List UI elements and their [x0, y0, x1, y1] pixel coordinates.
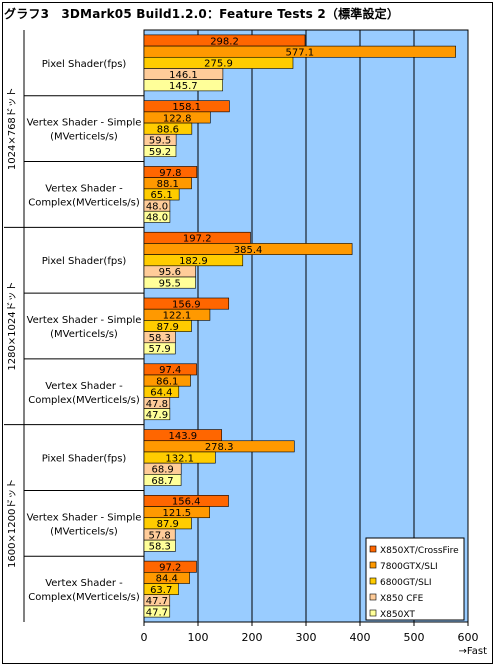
bar — [143, 605, 171, 618]
x-tick-label: 500 — [404, 631, 425, 644]
test-label: Vertex Shader - — [45, 578, 123, 589]
chart-frame — [2, 2, 493, 664]
x-tick-label: 600 — [458, 631, 479, 644]
data-label: 68.9 — [151, 465, 173, 476]
data-label: 64.4 — [150, 388, 172, 399]
data-label: 48.0 — [146, 213, 168, 224]
x-tick-label: 0 — [141, 631, 148, 644]
x-tick-label: 200 — [242, 631, 263, 644]
data-label: 95.5 — [159, 278, 181, 289]
test-label: Vertex Shader - — [45, 381, 123, 392]
test-label: (MVerticels/s) — [50, 329, 118, 340]
test-label: Complex(MVerticels/s) — [28, 395, 140, 406]
data-label: 182.9 — [179, 256, 208, 267]
x-tick-label: 300 — [296, 631, 317, 644]
resolution-label: 1280×1024ドット — [7, 281, 18, 370]
test-label: Complex(MVerticels/s) — [28, 197, 140, 208]
resolution-label: 1600×1200ドット — [7, 479, 18, 568]
data-label: 88.6 — [157, 124, 179, 135]
test-label: Pixel Shader(fps) — [42, 256, 127, 267]
data-label: 97.2 — [159, 563, 181, 574]
legend-swatch — [369, 561, 377, 569]
data-label: 278.3 — [205, 442, 234, 453]
data-label: 47.7 — [146, 607, 168, 618]
test-label: Complex(MVerticels/s) — [28, 592, 140, 603]
data-label: 86.1 — [156, 376, 178, 387]
data-label: 47.7 — [146, 596, 168, 607]
test-label: Vertex Shader - Simple — [27, 512, 142, 523]
bar — [143, 276, 196, 289]
data-label: 121.5 — [162, 508, 191, 519]
data-label: 87.9 — [157, 322, 179, 333]
legend-box — [365, 537, 465, 621]
data-label: 577.1 — [285, 47, 314, 58]
data-label: 275.9 — [204, 59, 233, 70]
legend-swatch — [369, 577, 377, 585]
data-label: 84.4 — [156, 574, 178, 585]
bar — [143, 79, 223, 92]
test-label: Vertex Shader - — [45, 183, 123, 194]
data-label: 47.9 — [146, 410, 168, 421]
bar — [143, 243, 353, 255]
data-label: 58.3 — [149, 333, 171, 344]
x-axis-unit-label: →Fast — [458, 646, 487, 657]
data-label: 63.7 — [150, 585, 172, 596]
data-label: 122.8 — [163, 113, 192, 124]
data-label: 57.8 — [148, 530, 170, 541]
data-label: 95.6 — [159, 267, 181, 278]
data-label: 156.4 — [172, 497, 201, 508]
bar — [143, 440, 295, 453]
data-label: 156.9 — [172, 299, 201, 310]
data-label: 298.2 — [210, 36, 239, 47]
test-label: Pixel Shader(fps) — [42, 454, 127, 465]
test-label: (MVerticels/s) — [50, 526, 118, 537]
test-label: (MVerticels/s) — [50, 132, 118, 143]
legend-swatch — [369, 593, 377, 601]
data-label: 132.1 — [165, 453, 194, 464]
legend-entry: 6800GT/SLI — [380, 578, 431, 588]
data-label: 48.0 — [146, 201, 168, 212]
data-label: 57.9 — [149, 344, 171, 355]
test-label: Pixel Shader(fps) — [42, 59, 127, 70]
bar — [143, 45, 456, 58]
data-label: 197.2 — [183, 234, 212, 245]
bar — [143, 539, 176, 552]
data-label: 122.1 — [163, 311, 192, 322]
bar — [143, 408, 171, 421]
x-tick-label: 100 — [188, 631, 209, 644]
data-label: 65.1 — [150, 190, 172, 201]
data-label: 145.7 — [169, 81, 198, 92]
legend-swatch — [369, 545, 377, 553]
data-label: 143.9 — [169, 431, 198, 442]
data-label: 97.8 — [159, 168, 181, 179]
data-label: 158.1 — [172, 102, 201, 113]
data-label: 146.1 — [169, 70, 198, 81]
bar — [143, 145, 177, 157]
test-label: Vertex Shader - Simple — [27, 315, 142, 326]
legend-swatch — [369, 609, 377, 617]
data-label: 59.2 — [149, 147, 171, 158]
data-label: 97.4 — [159, 365, 181, 376]
data-label: 68.7 — [151, 476, 173, 487]
legend-entry: X850XT — [380, 610, 415, 620]
legend-entry: X850XT/CrossFire — [380, 546, 459, 556]
data-label: 59.5 — [149, 136, 171, 147]
resolution-label: 1024×768ドット — [7, 87, 18, 170]
data-label: 87.9 — [157, 519, 179, 530]
data-label: 47.8 — [146, 399, 168, 410]
bar — [143, 210, 171, 223]
chart-title: グラフ3 3DMark05 Build1.2.0：Feature Tests 2… — [4, 7, 400, 21]
test-label: Vertex Shader - Simple — [27, 118, 142, 129]
bar — [143, 342, 176, 355]
data-label: 88.1 — [157, 179, 179, 190]
data-label: 385.4 — [234, 245, 263, 256]
x-tick-label: 400 — [350, 631, 371, 644]
bar — [143, 474, 182, 486]
legend-entry: X850 CFE — [380, 594, 424, 604]
data-label: 58.3 — [149, 542, 171, 553]
legend-entry: 7800GTX/SLI — [380, 562, 438, 572]
